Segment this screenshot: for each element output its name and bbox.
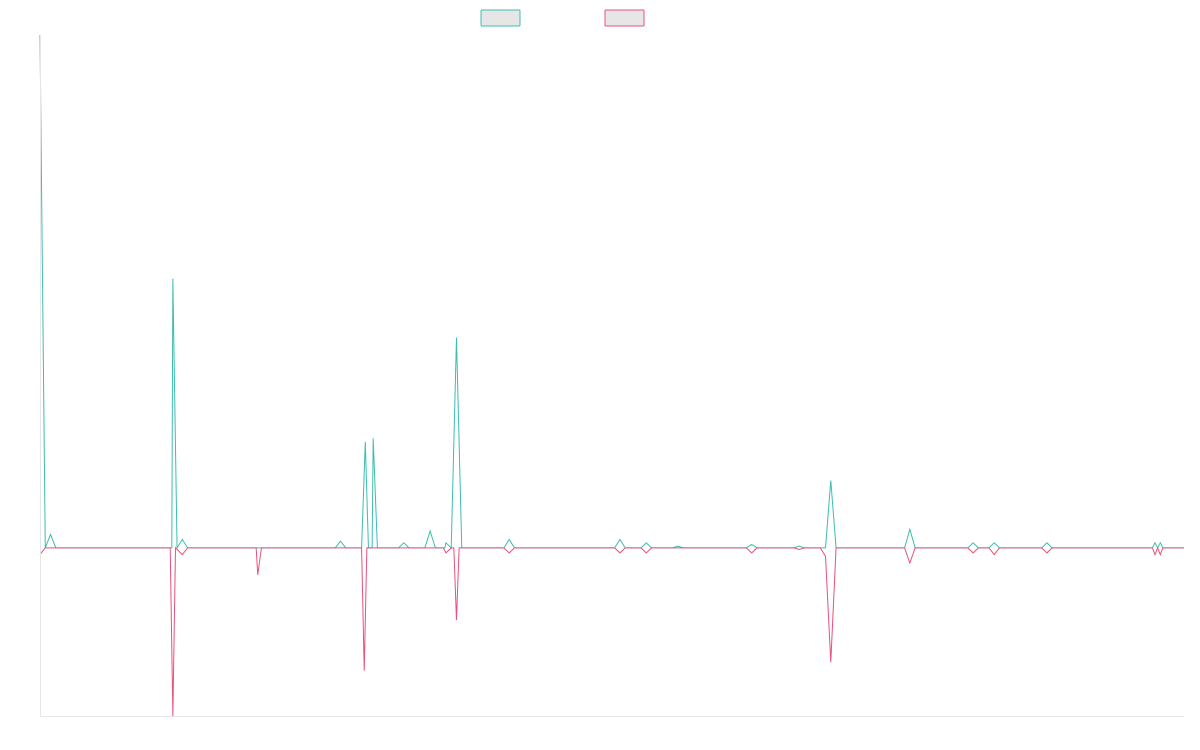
series-line-1[interactable] — [39, 34, 1184, 550]
legend-swatch-series-2[interactable] — [604, 9, 645, 27]
legend — [480, 9, 645, 27]
legend-swatch-series-1[interactable] — [480, 9, 521, 27]
plot-area — [39, 34, 1184, 717]
series-line-2[interactable] — [39, 546, 1184, 717]
